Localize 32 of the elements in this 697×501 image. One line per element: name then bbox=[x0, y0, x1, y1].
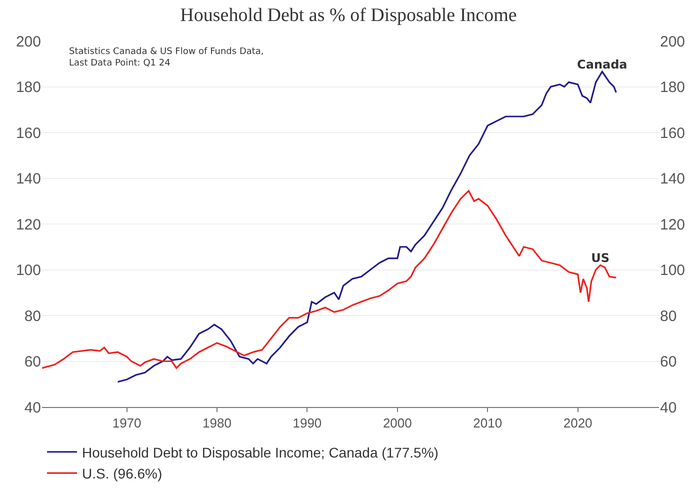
chart-title: Household Debt as % of Disposable Income bbox=[180, 4, 517, 26]
y2-tick-label: 140 bbox=[660, 170, 686, 188]
y2-tick-label: 120 bbox=[660, 216, 686, 234]
line-series bbox=[116, 70, 617, 383]
y2-tick-label: 160 bbox=[660, 124, 686, 142]
annotation: US bbox=[591, 251, 610, 266]
y-tick-label: 180 bbox=[16, 79, 41, 96]
x-tick-label: 1980 bbox=[202, 416, 232, 431]
x-tick-label: 2000 bbox=[382, 416, 412, 431]
y-tick-label: 100 bbox=[16, 262, 41, 279]
line-series bbox=[42, 190, 617, 369]
y-tick-label: 160 bbox=[16, 124, 41, 142]
y-tick-label: 60 bbox=[24, 354, 41, 370]
y2-tick-label: 180 bbox=[660, 79, 686, 96]
y2-tick-label: 40 bbox=[660, 399, 677, 416]
legend-label: Household Debt to Disposable Income; Canada (177.5%) bbox=[82, 444, 438, 460]
x-tick-label: 2010 bbox=[473, 416, 502, 431]
y2-tick-label: 80 bbox=[660, 308, 677, 325]
y2-tick-label: 60 bbox=[660, 354, 677, 370]
annotation: Canada bbox=[577, 58, 628, 72]
y-tick-label: 120 bbox=[16, 216, 41, 234]
x-tick-label: 2020 bbox=[563, 416, 592, 431]
y-tick-label: 40 bbox=[24, 399, 41, 416]
y-tick-label: 140 bbox=[16, 170, 41, 188]
x-tick-label: 1970 bbox=[112, 416, 142, 431]
y2-tick-label: 200 bbox=[660, 33, 686, 50]
legend-label: U.S. (96.6%) bbox=[82, 466, 162, 482]
y2-tick-label: 100 bbox=[660, 262, 686, 279]
y-tick-label: 80 bbox=[24, 308, 41, 325]
y-tick-label: 200 bbox=[16, 33, 41, 50]
x-tick-label: 1990 bbox=[292, 416, 322, 431]
annotation: Statistics Canada & US Flow of Funds Data, Last Data Point: Q1 24 bbox=[69, 47, 264, 69]
